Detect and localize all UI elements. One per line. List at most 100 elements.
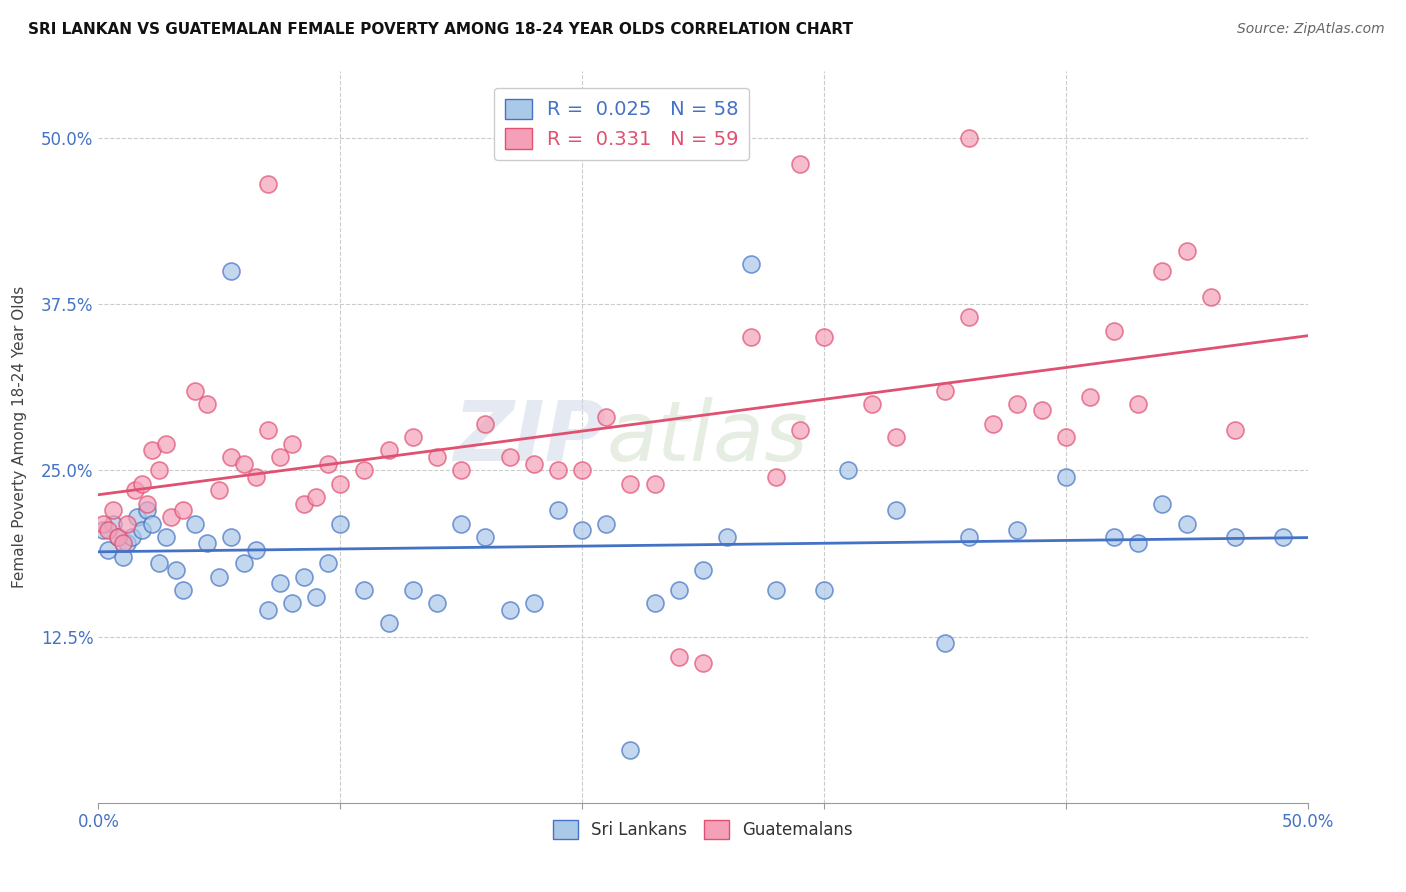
Point: [172, 582, 194, 597]
Point: [692, 563, 714, 577]
Point: [111, 549, 134, 564]
Point: [523, 596, 546, 610]
Point: [740, 330, 762, 344]
Point: [450, 516, 472, 531]
Point: [148, 557, 170, 571]
Point: [1007, 397, 1029, 411]
Point: [111, 536, 134, 550]
Point: [789, 424, 811, 438]
Point: [692, 656, 714, 670]
Point: [402, 430, 425, 444]
Point: [498, 603, 520, 617]
Point: [269, 450, 291, 464]
Text: atlas: atlas: [606, 397, 808, 477]
Point: [155, 530, 177, 544]
Point: [101, 503, 124, 517]
Point: [934, 636, 956, 650]
Point: [256, 178, 278, 192]
Point: [957, 530, 980, 544]
Point: [101, 516, 124, 531]
Point: [619, 476, 641, 491]
Point: [256, 603, 278, 617]
Text: Source: ZipAtlas.com: Source: ZipAtlas.com: [1237, 22, 1385, 37]
Point: [172, 503, 194, 517]
Point: [426, 450, 449, 464]
Point: [281, 596, 304, 610]
Point: [957, 310, 980, 325]
Point: [1031, 403, 1053, 417]
Point: [474, 530, 496, 544]
Point: [292, 497, 315, 511]
Point: [208, 483, 231, 498]
Point: [245, 543, 267, 558]
Point: [160, 509, 183, 524]
Point: [934, 384, 956, 398]
Point: [195, 397, 218, 411]
Point: [232, 557, 254, 571]
Point: [886, 503, 908, 517]
Point: [245, 470, 267, 484]
Point: [107, 530, 129, 544]
Point: [765, 582, 787, 597]
Point: [117, 516, 139, 531]
Point: [1054, 430, 1077, 444]
Point: [141, 516, 163, 531]
Point: [571, 463, 593, 477]
Point: [450, 463, 472, 477]
Point: [1078, 390, 1101, 404]
Point: [353, 582, 375, 597]
Point: [1175, 516, 1198, 531]
Point: [1152, 264, 1174, 278]
Point: [305, 590, 328, 604]
Point: [316, 457, 339, 471]
Point: [353, 463, 375, 477]
Point: [121, 530, 143, 544]
Point: [221, 530, 243, 544]
Point: [148, 463, 170, 477]
Point: [329, 476, 352, 491]
Point: [377, 443, 399, 458]
Point: [135, 503, 157, 517]
Point: [813, 582, 835, 597]
Point: [1102, 530, 1125, 544]
Point: [377, 616, 399, 631]
Point: [402, 582, 425, 597]
Point: [281, 436, 304, 450]
Point: [131, 523, 153, 537]
Point: [668, 649, 690, 664]
Point: [813, 330, 835, 344]
Point: [886, 430, 908, 444]
Point: [474, 417, 496, 431]
Point: [195, 536, 218, 550]
Point: [644, 596, 666, 610]
Point: [131, 476, 153, 491]
Point: [1007, 523, 1029, 537]
Point: [117, 536, 139, 550]
Point: [155, 436, 177, 450]
Point: [547, 503, 569, 517]
Point: [668, 582, 690, 597]
Point: [221, 450, 243, 464]
Point: [547, 463, 569, 477]
Point: [1102, 324, 1125, 338]
Point: [124, 483, 146, 498]
Point: [595, 410, 617, 425]
Point: [789, 157, 811, 171]
Point: [860, 397, 883, 411]
Point: [91, 516, 114, 531]
Point: [981, 417, 1004, 431]
Point: [316, 557, 339, 571]
Point: [644, 476, 666, 491]
Point: [1152, 497, 1174, 511]
Point: [595, 516, 617, 531]
Point: [97, 523, 120, 537]
Point: [716, 530, 738, 544]
Point: [1054, 470, 1077, 484]
Point: [107, 530, 129, 544]
Point: [740, 257, 762, 271]
Text: ZIP: ZIP: [454, 397, 606, 477]
Point: [292, 570, 315, 584]
Point: [765, 470, 787, 484]
Point: [571, 523, 593, 537]
Point: [184, 516, 207, 531]
